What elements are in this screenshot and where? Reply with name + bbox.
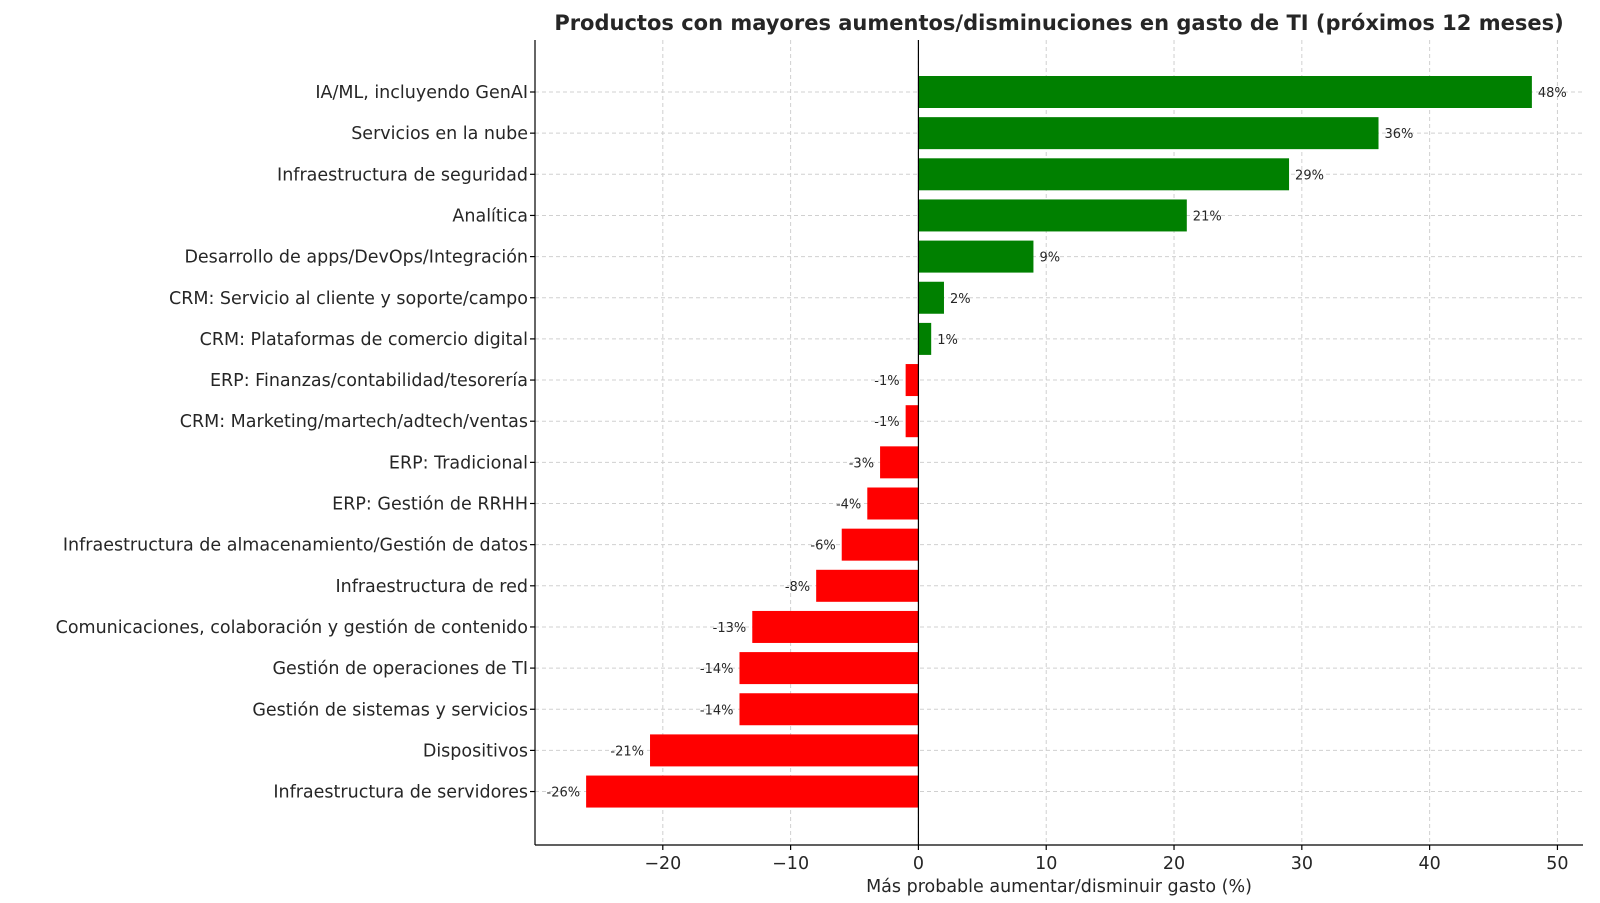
category-label: Infraestructura de almacenamiento/Gestió…: [63, 536, 528, 556]
bar: [739, 693, 919, 726]
axes: −20 −10 0 10 20 30 40 50: [530, 40, 1583, 874]
x-tick-label: 20: [1163, 854, 1185, 874]
value-label: -3%: [849, 456, 874, 471]
category-label: Infraestructura de seguridad: [277, 165, 528, 185]
category-label: Dispositivos: [423, 741, 528, 761]
x-tick-label: 0: [913, 854, 924, 874]
value-label: -21%: [610, 744, 644, 759]
bar: [918, 281, 944, 314]
bar: [867, 487, 919, 520]
category-label: Gestión de operaciones de TI: [273, 659, 529, 679]
category-label: ERP: Gestión de RRHH: [332, 495, 528, 515]
bar: [918, 117, 1379, 150]
x-tick-label: 30: [1291, 854, 1313, 874]
category-label: Servicios en la nube: [351, 124, 528, 144]
chart-title: Productos con mayores aumentos/disminuci…: [554, 11, 1563, 35]
bar: [841, 528, 919, 561]
category-label: ERP: Finanzas/contabilidad/tesorería: [210, 371, 528, 391]
category-label: Infraestructura de red: [335, 577, 528, 597]
bar: [816, 569, 919, 602]
bar: [918, 158, 1290, 191]
x-tick-label: 10: [1035, 854, 1057, 874]
bar: [918, 76, 1532, 108]
x-tick-label: −20: [644, 854, 681, 874]
value-label: -1%: [874, 415, 899, 430]
category-label: CRM: Plataformas de comercio digital: [200, 330, 528, 350]
category-labels: IA/ML, incluyendo GenAI Servicios en la n…: [56, 83, 528, 803]
bar: [918, 322, 932, 355]
value-label: 48%: [1538, 86, 1567, 101]
value-label: -26%: [547, 786, 581, 801]
x-tick-label: 40: [1418, 854, 1440, 874]
value-label: -6%: [810, 539, 835, 554]
value-labels: 48% 36% 29% 21% 9% 2% 1% -1% -1% -3% -4% -6% -8% -13%…: [547, 86, 1567, 801]
bar: [586, 775, 919, 808]
category-label: Infraestructura de servidores: [273, 783, 528, 803]
category-label: Desarrollo de apps/DevOps/Integración: [184, 248, 528, 268]
bars: [586, 76, 1532, 808]
value-label: 9%: [1039, 251, 1060, 266]
category-label: Analítica: [452, 206, 528, 226]
value-label: 1%: [937, 333, 958, 348]
x-tick-label: −10: [772, 854, 809, 874]
bar: [752, 610, 919, 643]
value-label: -1%: [874, 374, 899, 389]
value-label: 21%: [1193, 209, 1222, 224]
value-label: -14%: [700, 703, 734, 718]
value-label: 29%: [1295, 168, 1324, 183]
category-label: Comunicaciones, colaboración y gestión d…: [56, 618, 528, 638]
value-label: 2%: [950, 292, 971, 307]
x-tick-label: 50: [1546, 854, 1568, 874]
value-label: -8%: [785, 580, 810, 595]
category-label: IA/ML, incluyendo GenAI: [315, 83, 528, 103]
bar: [905, 364, 919, 397]
value-label: -4%: [836, 498, 861, 513]
bar: [650, 734, 919, 767]
bar: [739, 652, 919, 685]
category-label: CRM: Servicio al cliente y soporte/campo: [169, 289, 528, 309]
value-label: -14%: [700, 662, 734, 677]
value-label: -13%: [713, 621, 747, 636]
x-axis-label: Más probable aumentar/disminuir gasto (%…: [866, 877, 1252, 897]
bar: [905, 405, 919, 438]
bar: [918, 240, 1034, 273]
category-label: Gestión de sistemas y servicios: [252, 700, 528, 720]
bar: [918, 199, 1187, 232]
value-label: 36%: [1385, 127, 1414, 142]
bar: [880, 446, 919, 479]
category-label: CRM: Marketing/martech/adtech/ventas: [180, 412, 528, 432]
category-label: ERP: Tradicional: [389, 453, 528, 473]
